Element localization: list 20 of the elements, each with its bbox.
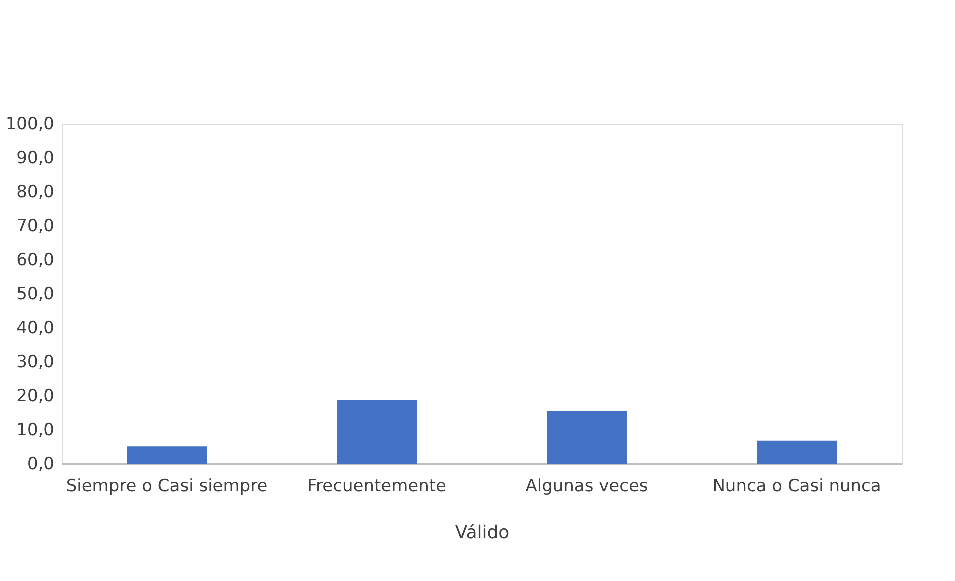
x-tick-label: Algunas veces bbox=[526, 476, 648, 496]
bar bbox=[337, 400, 417, 464]
y-tick-label: 30,0 bbox=[16, 352, 54, 372]
y-tick-label: 0,0 bbox=[27, 454, 54, 474]
x-tick-label: Nunca o Casi nunca bbox=[712, 476, 882, 496]
x-tick-label: Frecuentemente bbox=[307, 476, 447, 496]
x-tick-label: Siempre o Casi siempre bbox=[66, 476, 268, 496]
x-axis-title: Válido bbox=[455, 522, 510, 544]
y-tick-label: 90,0 bbox=[16, 148, 54, 168]
bar bbox=[547, 411, 627, 464]
y-tick-label: 100,0 bbox=[6, 114, 54, 134]
y-tick-label: 20,0 bbox=[16, 386, 54, 406]
y-tick-label: 50,0 bbox=[16, 284, 54, 304]
bar bbox=[757, 440, 837, 464]
y-tick-label: 40,0 bbox=[16, 318, 54, 338]
y-tick-label: 60,0 bbox=[16, 250, 54, 270]
y-tick-label: 10,0 bbox=[16, 420, 54, 440]
bar bbox=[127, 446, 207, 464]
y-tick-label: 70,0 bbox=[16, 216, 54, 236]
y-tick-label: 80,0 bbox=[16, 182, 54, 202]
